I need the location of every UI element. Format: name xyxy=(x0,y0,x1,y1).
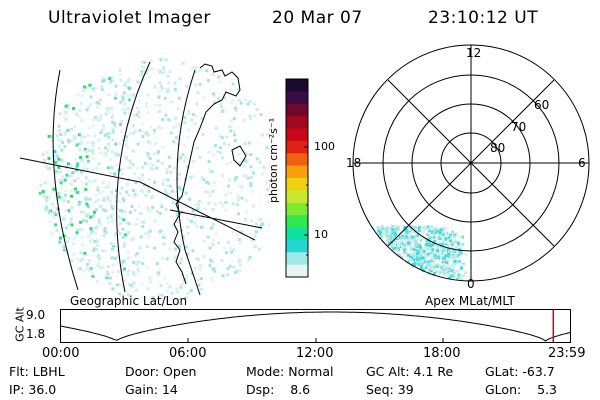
mode-value: Normal xyxy=(288,364,334,379)
gcalt-field: GC Alt: 4.1 Re xyxy=(366,364,453,379)
seq-value: 39 xyxy=(397,382,414,397)
alt-ytick-9: 9.0 xyxy=(26,308,46,322)
mode-label: Mode: xyxy=(246,364,285,379)
colorbar-segment xyxy=(286,264,308,278)
flt-field: Flt: LBHL xyxy=(9,364,65,379)
polar-plot xyxy=(352,44,590,282)
colorbar-segment xyxy=(286,103,308,117)
auroral-emission-magnetic xyxy=(376,225,468,281)
dsp-value: 8.6 xyxy=(290,382,311,397)
colorbar-segment xyxy=(286,91,308,105)
alt-ylabel: GC Alt xyxy=(13,307,27,342)
colorbar-tick-100: 100 xyxy=(314,140,335,153)
mlat-label-60: 60 xyxy=(534,98,550,112)
altitude-plot xyxy=(60,309,572,343)
auroral-emission-geographic xyxy=(38,58,270,300)
glon-value: 5.3 xyxy=(537,382,558,397)
time-label: 23:10:12 UT xyxy=(428,8,539,28)
mlt-label-0: 0 xyxy=(467,277,475,291)
ip-field: IP: 36.0 xyxy=(9,382,56,397)
mlat-label-80: 80 xyxy=(490,141,506,155)
glon-field: GLon: 5.3 xyxy=(485,382,557,397)
alt-ytick-1-8: 1.8 xyxy=(26,327,46,341)
glat-value: -63.7 xyxy=(522,364,555,379)
mlt-label-12: 12 xyxy=(466,46,482,60)
ip-value: 36.0 xyxy=(28,382,57,397)
date-label: 20 Mar 07 xyxy=(272,8,363,28)
gain-label: Gain: xyxy=(125,382,158,397)
colorbar-tick-10: 10 xyxy=(314,228,328,241)
colorbar-segment xyxy=(286,140,308,154)
gain-field: Gain: 14 xyxy=(125,382,178,397)
dsp-field: Dsp: 8.6 xyxy=(246,382,310,397)
colorbar-segment xyxy=(286,128,308,142)
gcalt-label: GC Alt: xyxy=(366,364,410,379)
colorbar-segment xyxy=(286,252,308,266)
gain-value: 14 xyxy=(161,382,178,397)
door-label: Door: xyxy=(125,364,160,379)
altitude-curve xyxy=(60,311,572,342)
flt-label: Flt: xyxy=(9,364,29,379)
door-field: Door: Open xyxy=(125,364,196,379)
gcalt-value: 4.1 Re xyxy=(413,364,454,379)
alt-xtick-2359: 23:59 xyxy=(548,346,586,361)
alt-xtick-0600: 06:00 xyxy=(169,346,207,361)
alt-xtick-1200: 12:00 xyxy=(296,346,334,361)
mlt-label-6: 6 xyxy=(578,156,586,170)
geographic-caption: Geographic Lat/Lon xyxy=(70,294,188,308)
colorbar-label: photon cm⁻²s⁻¹ xyxy=(267,118,280,203)
alt-xtick-1800: 18:00 xyxy=(423,346,461,361)
alt-xtick-0000: 00:00 xyxy=(42,346,80,361)
mlt-label-18: 18 xyxy=(346,156,362,170)
lat-lon-grid xyxy=(19,61,263,296)
colorbar-segment xyxy=(286,190,308,204)
island-outline xyxy=(231,145,247,167)
seq-field: Seq: 39 xyxy=(366,382,414,397)
polar-grid xyxy=(352,44,590,282)
glat-field: GLat: -63.7 xyxy=(485,364,555,379)
geographic-image xyxy=(19,58,270,300)
flt-value: LBHL xyxy=(32,364,65,379)
glat-label: GLat: xyxy=(485,364,519,379)
colorbar-segment xyxy=(286,178,308,191)
door-value: Open xyxy=(163,364,197,379)
coastline xyxy=(173,63,241,285)
glon-label: GLon: xyxy=(485,382,522,397)
colorbar-segment xyxy=(286,165,308,179)
colorbar-segment xyxy=(286,239,308,253)
dsp-label: Dsp: xyxy=(246,382,275,397)
instrument-title: Ultraviolet Imager xyxy=(48,8,211,28)
mode-field: Mode: Normal xyxy=(246,364,334,379)
colorbar-segment xyxy=(286,227,308,241)
colorbar: photon cm⁻²s⁻¹ xyxy=(267,78,309,278)
colorbar-segment xyxy=(286,153,308,167)
seq-label: Seq: xyxy=(366,382,394,397)
colorbar-segment xyxy=(286,202,308,216)
polar-caption: Apex MLat/MLT xyxy=(425,294,515,308)
colorbar-segment xyxy=(286,79,308,92)
colorbar-segment xyxy=(286,215,308,228)
colorbar-segment xyxy=(286,116,308,129)
ip-label: IP: xyxy=(9,382,25,397)
mlat-label-70: 70 xyxy=(511,120,527,134)
